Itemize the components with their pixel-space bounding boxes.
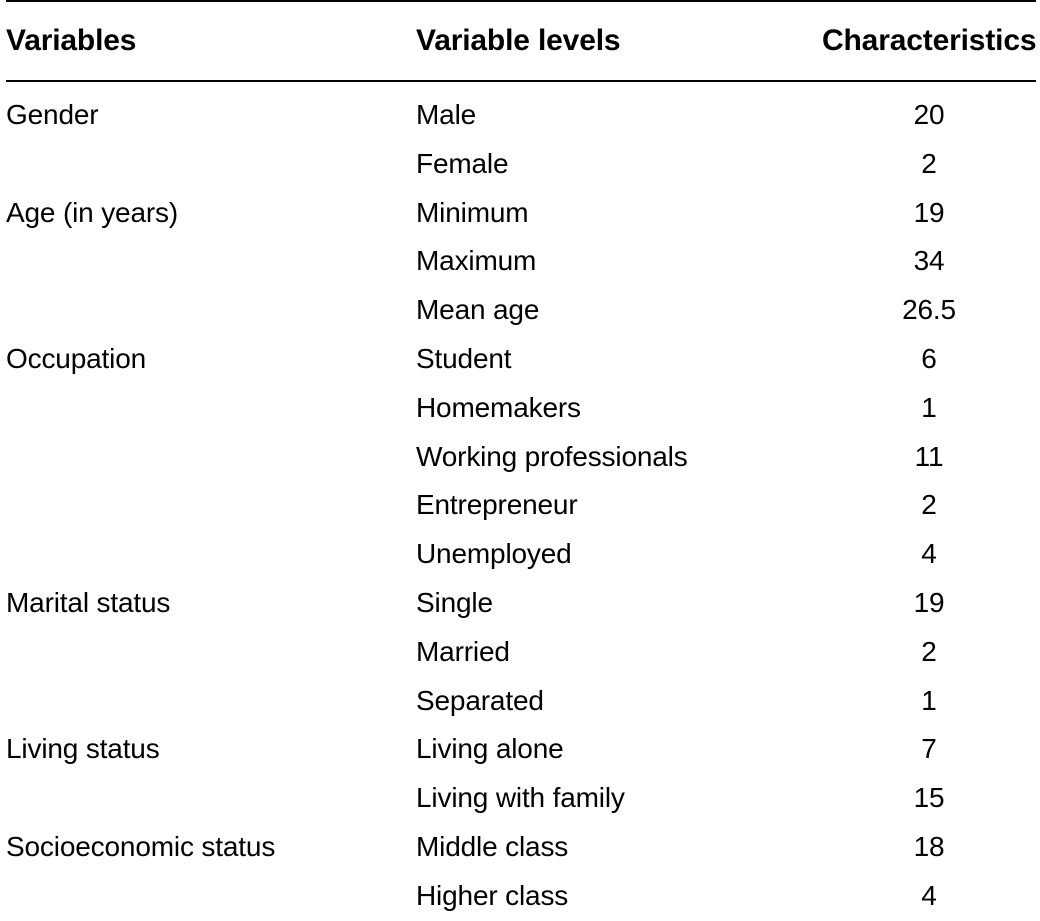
table-row: Married2 <box>6 628 1036 677</box>
value-cell: 15 <box>822 774 1036 823</box>
table-row: OccupationStudent6 <box>6 335 1036 384</box>
value-cell: 1 <box>822 384 1036 433</box>
variable-cell: Age (in years) <box>6 189 416 238</box>
level-cell: Student <box>416 335 822 384</box>
level-cell: Working professionals <box>416 433 822 482</box>
demographics-table-wrapper: Variables Variable levels Characteristic… <box>0 0 1040 921</box>
level-cell: Maximum <box>416 237 822 286</box>
level-cell: Male <box>416 81 822 140</box>
variable-cell <box>6 384 416 433</box>
value-cell: 20 <box>822 81 1036 140</box>
variable-cell <box>6 237 416 286</box>
value-cell: 2 <box>822 481 1036 530</box>
table-row: Marital statusSingle19 <box>6 579 1036 628</box>
level-cell: Living with family <box>416 774 822 823</box>
variable-cell <box>6 433 416 482</box>
level-cell: Higher class <box>416 872 822 921</box>
variable-cell <box>6 774 416 823</box>
demographics-table: Variables Variable levels Characteristic… <box>6 0 1036 921</box>
variable-cell: Socioeconomic status <box>6 823 416 872</box>
table-row: Separated1 <box>6 677 1036 726</box>
table-row: Socioeconomic statusMiddle class18 <box>6 823 1036 872</box>
value-cell: 7 <box>822 725 1036 774</box>
table-row: Working professionals11 <box>6 433 1036 482</box>
variable-cell <box>6 481 416 530</box>
level-cell: Entrepreneur <box>416 481 822 530</box>
variable-cell: Marital status <box>6 579 416 628</box>
table-row: Unemployed4 <box>6 530 1036 579</box>
table-row: Age (in years)Minimum19 <box>6 189 1036 238</box>
header-characteristics: Characteristics <box>822 1 1036 81</box>
value-cell: 1 <box>822 677 1036 726</box>
level-cell: Mean age <box>416 286 822 335</box>
table-row: Living statusLiving alone7 <box>6 725 1036 774</box>
table-row: Homemakers1 <box>6 384 1036 433</box>
value-cell: 19 <box>822 579 1036 628</box>
table-row: Living with family15 <box>6 774 1036 823</box>
value-cell: 18 <box>822 823 1036 872</box>
value-cell: 11 <box>822 433 1036 482</box>
value-cell: 6 <box>822 335 1036 384</box>
level-cell: Female <box>416 140 822 189</box>
value-cell: 26.5 <box>822 286 1036 335</box>
table-row: GenderMale20 <box>6 81 1036 140</box>
table-row: Maximum34 <box>6 237 1036 286</box>
table-header-row: Variables Variable levels Characteristic… <box>6 1 1036 81</box>
value-cell: 19 <box>822 189 1036 238</box>
level-cell: Separated <box>416 677 822 726</box>
level-cell: Homemakers <box>416 384 822 433</box>
variable-cell: Gender <box>6 81 416 140</box>
table-body: GenderMale20Female2Age (in years)Minimum… <box>6 81 1036 921</box>
variable-cell <box>6 677 416 726</box>
variable-cell: Living status <box>6 725 416 774</box>
level-cell: Single <box>416 579 822 628</box>
table-row: Mean age26.5 <box>6 286 1036 335</box>
variable-cell <box>6 872 416 921</box>
variable-cell <box>6 286 416 335</box>
variable-cell <box>6 628 416 677</box>
header-levels: Variable levels <box>416 1 822 81</box>
variable-cell: Occupation <box>6 335 416 384</box>
value-cell: 2 <box>822 140 1036 189</box>
header-variables: Variables <box>6 1 416 81</box>
level-cell: Married <box>416 628 822 677</box>
table-row: Female2 <box>6 140 1036 189</box>
level-cell: Living alone <box>416 725 822 774</box>
level-cell: Unemployed <box>416 530 822 579</box>
value-cell: 34 <box>822 237 1036 286</box>
table-row: Higher class4 <box>6 872 1036 921</box>
value-cell: 2 <box>822 628 1036 677</box>
value-cell: 4 <box>822 872 1036 921</box>
value-cell: 4 <box>822 530 1036 579</box>
variable-cell <box>6 530 416 579</box>
variable-cell <box>6 140 416 189</box>
table-row: Entrepreneur2 <box>6 481 1036 530</box>
level-cell: Minimum <box>416 189 822 238</box>
level-cell: Middle class <box>416 823 822 872</box>
